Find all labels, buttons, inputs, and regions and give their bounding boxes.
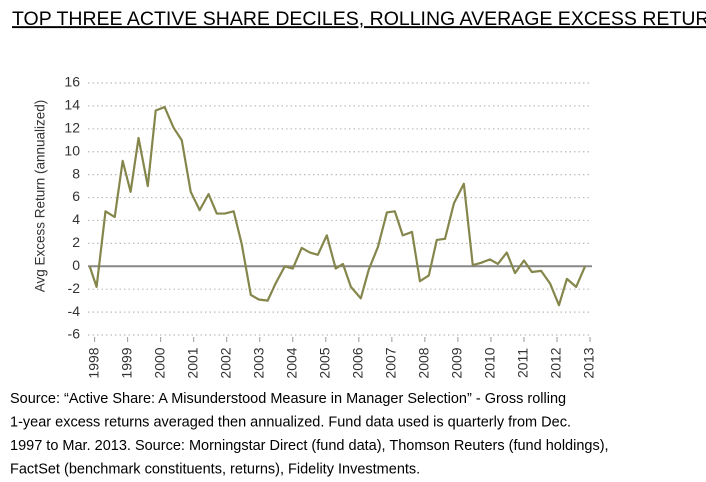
x-tick-label: 2004: [283, 347, 299, 378]
data-line: [88, 105, 587, 307]
y-tick-label: 16: [64, 74, 80, 90]
source-note: FactSet (benchmark constituents, returns…: [10, 462, 420, 478]
x-tick-label: 2000: [151, 347, 167, 378]
x-tick-label: 2011: [515, 348, 531, 378]
x-tick-label: 2005: [317, 347, 333, 378]
y-tick-label: 8: [72, 165, 80, 181]
chart-title: TOP THREE ACTIVE SHARE DECILES, ROLLING …: [12, 8, 706, 30]
x-tick-label: 2001: [184, 347, 200, 378]
y-tick-label: 6: [72, 188, 80, 204]
x-tick-label: 2007: [383, 347, 399, 378]
y-axis-label: Avg Excess Return (annualized): [33, 100, 48, 293]
y-tick-label: 2: [72, 234, 80, 250]
x-tick-label: 2008: [416, 347, 432, 378]
y-tick-label: -4: [68, 303, 81, 319]
y-tick-label: 14: [64, 97, 80, 113]
x-tick-label: 2012: [548, 347, 564, 378]
y-tick-label: 0: [72, 257, 80, 273]
x-tick-label: 2010: [482, 347, 498, 378]
source-note: 1997 to Mar. 2013. Source: Morningstar D…: [10, 438, 609, 454]
source-note: Source: “Active Share: A Misunderstood M…: [10, 391, 566, 407]
y-tick-label: -2: [68, 280, 81, 296]
x-tick-label: 2009: [449, 347, 465, 378]
y-tick-label: -6: [68, 326, 81, 342]
y-tick-label: 10: [64, 142, 80, 158]
x-tick-label: 1998: [85, 347, 101, 378]
y-tick-label: 4: [72, 211, 80, 227]
x-tick-label: 2006: [350, 347, 366, 378]
x-tick-label: 2013: [581, 347, 597, 378]
x-tick-label: 1999: [118, 347, 134, 378]
source-note: 1-year excess returns averaged then annu…: [10, 415, 571, 431]
y-tick-label: 12: [64, 120, 80, 136]
x-tick-label: 2003: [250, 347, 266, 378]
x-tick-label: 2002: [217, 347, 233, 378]
